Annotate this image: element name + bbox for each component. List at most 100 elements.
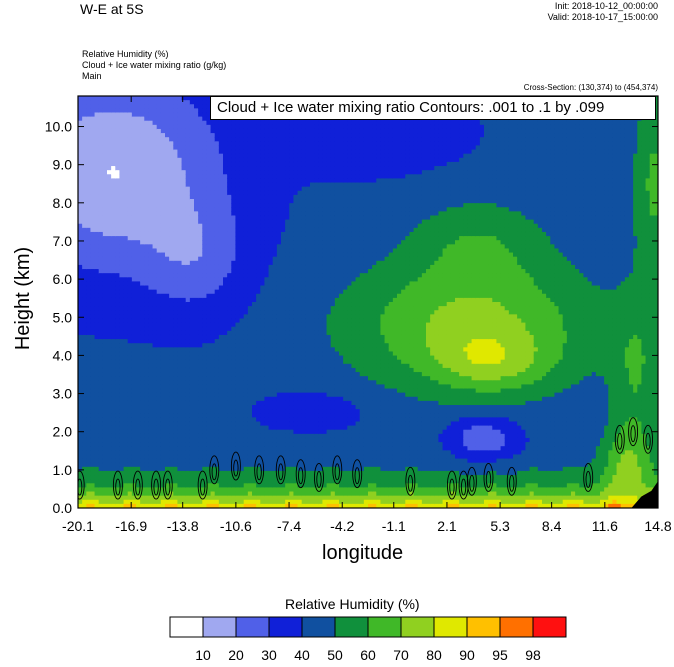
- rh-cell: [218, 248, 224, 254]
- rh-cell: [194, 227, 199, 233]
- rh-cell: [185, 194, 191, 200]
- rh-cell: [243, 178, 249, 184]
- rh-cell: [256, 479, 261, 484]
- rh-cell: [144, 285, 150, 291]
- rh-cell: [127, 203, 133, 208]
- rh-cell: [252, 236, 257, 241]
- rh-cell: [156, 433, 162, 439]
- rh-cell: [111, 322, 116, 328]
- rh-cell: [276, 429, 282, 435]
- rh-cell: [252, 306, 257, 311]
- rh-cell: [210, 166, 216, 171]
- rh-cell: [156, 503, 162, 508]
- rh-cell: [173, 199, 179, 204]
- rh-cell: [227, 178, 232, 184]
- rh-cell: [276, 446, 282, 451]
- rh-cell: [148, 380, 154, 385]
- rh-cell: [119, 248, 125, 254]
- rh-cell: [173, 128, 179, 134]
- rh-cell: [231, 186, 237, 192]
- rh-cell: [90, 277, 96, 282]
- rh-cell: [218, 264, 224, 270]
- rh-cell: [218, 223, 224, 229]
- rh-cell: [78, 330, 83, 336]
- rh-cell: [111, 405, 116, 410]
- rh-cell: [165, 409, 170, 414]
- rh-cell: [123, 190, 129, 196]
- rh-cell: [107, 339, 112, 344]
- rh-cell: [90, 199, 96, 204]
- rh-cell: [160, 343, 166, 348]
- rh-cell: [107, 462, 112, 468]
- rh-cell: [235, 367, 241, 373]
- rh-cell: [235, 487, 241, 493]
- rh-cell: [119, 372, 125, 377]
- rh-cell: [123, 314, 129, 320]
- rh-cell: [78, 128, 83, 134]
- rh-cell: [247, 409, 253, 414]
- rh-cell: [140, 141, 145, 147]
- rh-cell: [152, 223, 158, 229]
- rh-cell: [252, 396, 257, 402]
- rh-cell: [107, 215, 112, 221]
- rh-cell: [160, 347, 166, 353]
- rh-cell: [189, 236, 195, 241]
- rh-cell: [185, 425, 191, 431]
- rh-cell: [98, 380, 104, 385]
- rh-cell: [82, 277, 87, 282]
- rh-cell: [181, 178, 187, 184]
- rh-cell: [227, 153, 232, 159]
- rh-cell: [144, 240, 150, 245]
- rh-cell: [247, 128, 253, 134]
- rh-cell: [185, 409, 191, 414]
- rh-cell: [119, 269, 125, 274]
- rh-cell: [123, 269, 129, 274]
- rh-cell: [243, 392, 249, 398]
- rh-cell: [281, 359, 286, 365]
- rh-cell: [127, 359, 133, 365]
- rh-cell: [177, 157, 183, 163]
- rh-cell: [82, 203, 87, 208]
- rh-cell: [136, 314, 141, 320]
- rh-cell: [98, 396, 104, 402]
- rh-cell: [144, 466, 150, 472]
- rh-cell: [115, 429, 121, 435]
- rh-cell: [127, 380, 133, 385]
- rh-cell: [90, 487, 96, 493]
- rh-cell: [231, 199, 237, 204]
- rh-cell: [218, 495, 224, 501]
- rh-cell: [198, 248, 203, 254]
- rh-cell: [119, 462, 125, 468]
- rh-cell: [239, 306, 245, 311]
- rh-cell: [210, 330, 216, 336]
- rh-cell: [247, 380, 253, 385]
- rh-cell: [136, 170, 141, 175]
- rh-cell: [90, 285, 96, 291]
- rh-cell: [98, 166, 104, 171]
- rh-cell: [281, 149, 286, 155]
- rh-cell: [152, 437, 158, 443]
- rh-cell: [136, 425, 141, 431]
- rh-cell: [239, 475, 245, 480]
- rh-cell: [156, 363, 162, 369]
- rh-cell: [123, 499, 129, 505]
- rh-cell: [140, 334, 145, 340]
- rh-cell: [235, 240, 241, 245]
- rh-cell: [140, 392, 145, 398]
- rh-cell: [115, 450, 121, 456]
- rh-cell: [136, 219, 141, 225]
- rh-cell: [98, 227, 104, 233]
- rh-cell: [218, 145, 224, 151]
- rh-cell: [173, 153, 179, 159]
- rh-cell: [210, 372, 216, 377]
- rh-cell: [239, 264, 245, 270]
- rh-cell: [160, 355, 166, 361]
- rh-cell: [272, 269, 278, 274]
- rh-cell: [131, 322, 137, 328]
- rh-cell: [177, 351, 183, 357]
- rh-cell: [256, 475, 261, 480]
- rh-cell: [223, 306, 228, 311]
- rh-cell: [223, 442, 228, 447]
- rh-cell: [90, 310, 96, 315]
- rh-cell: [119, 100, 125, 105]
